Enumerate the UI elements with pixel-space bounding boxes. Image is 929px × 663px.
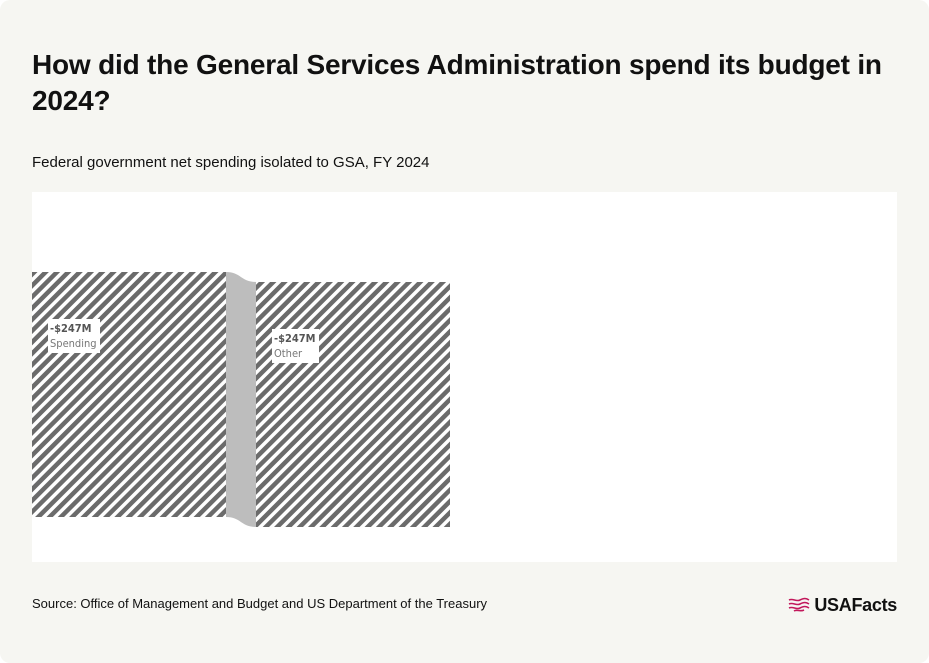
node-label-spending: -$247M Spending xyxy=(48,318,100,353)
node-name-spending: Spending xyxy=(50,336,97,350)
sankey-nodes xyxy=(32,272,450,527)
sankey-chart-area: -$247M Spending -$247M Other xyxy=(32,192,897,562)
node-value-spending: -$247M xyxy=(50,321,92,335)
sankey-link-spending-to-other xyxy=(226,272,256,527)
sankey-links xyxy=(226,272,256,527)
sankey-node-spending xyxy=(32,272,226,517)
usafacts-logo: USAFacts xyxy=(788,594,897,616)
node-label-other: -$247M Other xyxy=(272,328,319,363)
sankey-node-other xyxy=(256,282,450,527)
brand-name: USAFacts xyxy=(814,595,897,615)
node-name-other: Other xyxy=(274,346,303,360)
us-flag-icon xyxy=(789,597,810,612)
sankey-chart xyxy=(32,272,450,527)
source-note: Source: Office of Management and Budget … xyxy=(32,596,488,611)
chart-title: How did the General Services Administrat… xyxy=(32,49,882,116)
chart-subtitle: Federal government net spending isolated… xyxy=(32,154,430,171)
node-value-other: -$247M xyxy=(274,331,316,345)
